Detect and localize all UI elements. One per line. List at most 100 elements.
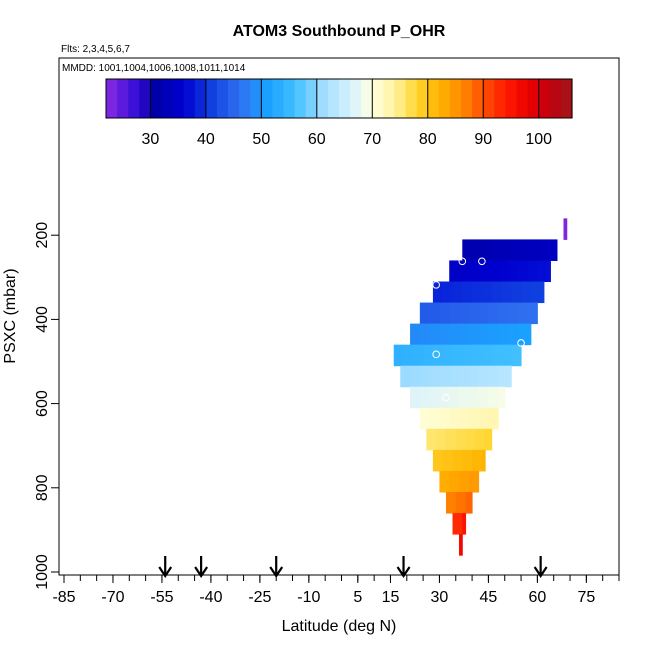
flight-arrows [158,556,548,578]
heatmap-cell [481,344,493,367]
heatmap-cell [488,302,499,325]
colorbar-cell [483,79,495,118]
heatmap-cell [508,260,519,283]
heatmap-cell [452,281,463,304]
heatmap-cell [491,281,502,304]
heatmap-cell [511,281,522,304]
colorbar-cell [372,79,384,118]
heatmap-cell [488,323,499,346]
x-axis-tick-label: 60 [528,589,546,606]
heatmap-cell [527,302,538,325]
x-axis-tick-label: 15 [382,589,400,606]
heatmap-cell [488,407,499,430]
x-axis-label: Latitude (deg N) [282,618,397,635]
colorbar-cell [183,79,196,118]
heatmap-cell [478,386,489,409]
x-axis-tick-label: -25 [248,589,271,606]
y-axis-tick-label: 400 [34,306,51,333]
colorbar-cell [205,79,218,118]
colorbar-cell [106,79,118,118]
open-circle-marker [458,257,467,266]
heatmap-cell [472,281,483,304]
x-axis-tick-label: 45 [480,589,498,606]
open-circles [383,257,525,402]
colorbar-cell [394,79,407,118]
heatmap-cell [462,344,473,367]
arrow-head [533,566,548,578]
x-axis-tick-label: 5 [353,589,362,606]
heatmap-cell [429,365,440,388]
heatmap-cell [478,365,489,388]
heatmap-cell [498,323,509,346]
heatmap-cell [478,260,489,283]
heatmap-cell [530,281,542,304]
colorbar-cell [405,79,418,118]
colorbar-cell [416,79,429,118]
heatmap-cell [468,302,480,325]
heatmap-cell [439,386,450,409]
open-circle-marker [432,281,440,289]
heatmap-cell [508,365,512,388]
arrow-head [269,566,284,578]
heatmap-cell [442,449,453,472]
heatmap-cell [445,492,457,514]
heatmap-cell [472,344,483,367]
heatmap-cell [481,281,493,304]
heatmap-cell [481,449,486,472]
heatmap-cell [459,470,470,493]
heatmap-cell [432,344,444,367]
heatmap-cell [429,407,440,430]
heatmap-cell [449,302,460,325]
heatmap-cell [410,365,421,388]
colorbar-cell [283,79,296,118]
colorbar-cell [216,79,229,118]
colorbar-cell [194,79,207,118]
heatmap-cell [472,449,483,472]
heatmap-cell [501,281,512,304]
heatmap-cell [449,407,460,430]
heatmap-cell [419,386,431,409]
dates-note: MMDD: 1001,1004,1006,1008,1011,1014 [62,63,246,74]
heatmap-cell [393,344,405,367]
plot-frame [58,57,620,576]
heatmap-cell [511,239,522,261]
colorbar-cell [538,79,551,118]
heatmap-cell [488,386,499,409]
heatmap-cell [540,239,551,261]
colorbar-cell [250,79,262,118]
heatmap-cell [517,323,529,346]
arrow-head [194,566,209,578]
heatmap-cell [442,281,453,304]
chart-title: ATOM3 Southbound P_OHR [233,23,446,40]
heatmap-cell [481,239,493,261]
colorbar-cell [383,79,396,118]
x-axis-tick-label: -10 [297,589,320,606]
heatmap-cell [498,302,509,325]
colorbar-cell [294,79,307,118]
heatmap-cell [459,323,470,346]
x-axis-tick-label: -70 [101,589,124,606]
colorbar-cell [150,79,163,118]
heatmap-cell [475,428,486,451]
heatmap-cell [419,323,431,346]
heatmap-cell [478,323,489,346]
colorbar-cell [549,79,562,118]
heatmap-cell [468,260,480,283]
heatmap-cell [498,365,509,388]
heatmap-cell [436,428,447,451]
heatmap-cell [455,492,467,514]
heatmap-cell [540,281,545,304]
colorbar-cell [228,79,240,118]
heatmap-cell [459,365,470,388]
open-circle-marker [432,350,440,359]
heatmap-cell [511,344,522,367]
y-axis-label: PSXC (mbar) [2,268,19,363]
heatmap-cell [462,513,467,535]
x-axis-tick-label: 75 [577,589,595,606]
heatmap-cell [429,302,440,325]
heatmap-cell [508,323,519,346]
heatmap-cell [449,365,460,388]
heatmap-cell [410,323,421,346]
heatmap-cell [491,344,502,367]
